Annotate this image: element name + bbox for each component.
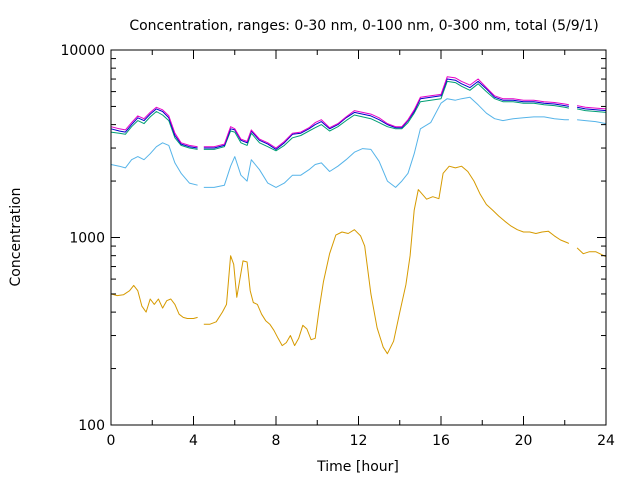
- tick-labels: 0 4 8 12 16 20 24 100 1000 10000: [60, 43, 615, 449]
- series-line-4: [110, 78, 607, 150]
- x-tick-label: 0: [107, 433, 116, 449]
- y-tick-label: 10000: [60, 43, 105, 59]
- x-tick-label: 24: [597, 433, 615, 449]
- x-tick-label: 20: [515, 433, 533, 449]
- x-tick-label: 16: [432, 433, 450, 449]
- x-axis-label: Time [hour]: [316, 459, 399, 475]
- axis-ticks: [110, 49, 607, 426]
- x-tick-label: 12: [350, 433, 368, 449]
- plot-series: [110, 76, 607, 355]
- y-axis-label: Concentration: [8, 187, 24, 286]
- x-tick-label: 8: [272, 433, 281, 449]
- plot-frame: [110, 49, 607, 426]
- series-line-1: [110, 165, 607, 355]
- y-tick-label: 100: [78, 418, 105, 434]
- series-line-5: [110, 76, 607, 149]
- chart-title: Concentration, ranges: 0-30 nm, 0-100 nm…: [129, 18, 598, 34]
- series-line-2: [110, 96, 607, 188]
- x-tick-label: 4: [189, 433, 198, 449]
- series-line-3: [110, 80, 607, 152]
- y-tick-label: 1000: [69, 231, 105, 247]
